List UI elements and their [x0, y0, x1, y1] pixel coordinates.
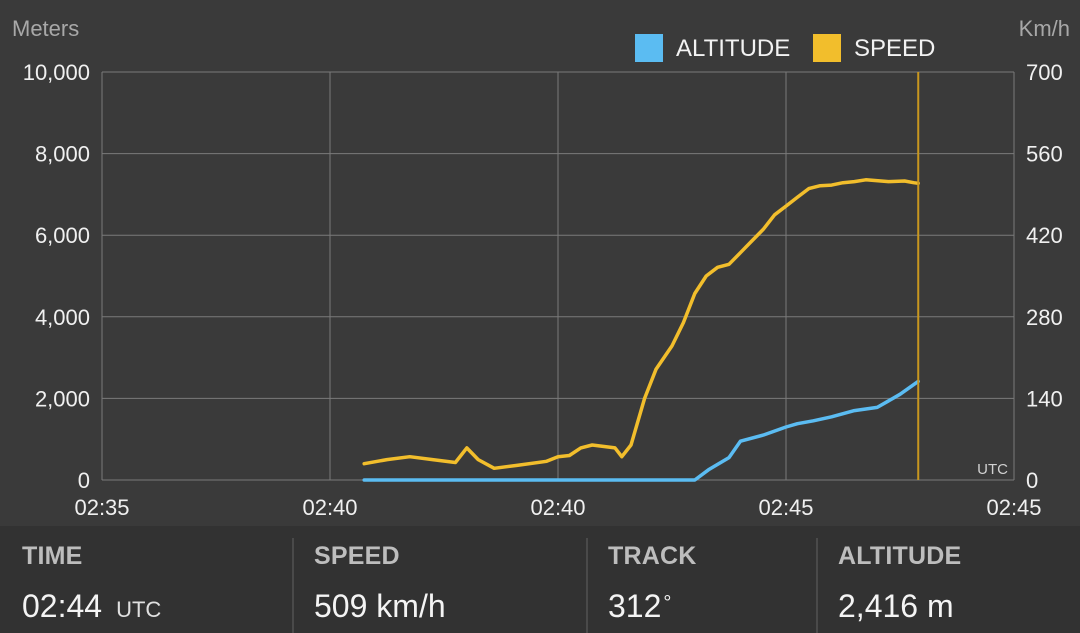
legend-label-altitude: ALTITUDE — [676, 35, 790, 62]
y-left-tick-label: 0 — [78, 468, 90, 493]
info-cell-altitude: ALTITUDE 2,416 m — [816, 526, 1080, 633]
y-right-tick-label: 560 — [1026, 142, 1063, 167]
series-line-speed — [362, 178, 920, 471]
time-value-row: 02:44 UTC — [22, 588, 161, 625]
y-left-tick-label: 6,000 — [35, 223, 90, 248]
legend-swatch-speed — [813, 34, 841, 62]
y-left-tick-label: 8,000 — [35, 142, 90, 167]
left-axis-label: Meters — [12, 16, 79, 41]
time-label: TIME — [22, 542, 83, 570]
track-label: TRACK — [608, 542, 697, 570]
speed-value: 509 km/h — [314, 588, 446, 624]
track-degree-symbol: ° — [663, 592, 672, 614]
x-tick-label: 02:40 — [530, 495, 585, 520]
x-axis-unit-label: UTC — [977, 461, 1008, 478]
y-right-tick-label: 280 — [1026, 305, 1063, 330]
x-tick-label: 02:40 — [302, 495, 357, 520]
y-right-tick-label: 0 — [1026, 468, 1038, 493]
right-axis-label: Km/h — [1019, 16, 1070, 41]
x-tick-label: 02:45 — [758, 495, 813, 520]
y-right-tick-label: 700 — [1026, 60, 1063, 85]
flight-chart[interactable]: 10,000 700 8,000 560 6,000 420 4,000 280 2,000 14… — [0, 0, 1080, 526]
info-cell-time: TIME 02:44 UTC — [0, 526, 292, 633]
y-left-tick-label: 4,000 — [35, 305, 90, 330]
time-suffix: UTC — [116, 597, 162, 622]
legend-swatch-altitude — [635, 34, 663, 62]
altitude-value: 2,416 m — [838, 588, 954, 624]
info-cell-speed: SPEED 509 km/h — [292, 526, 586, 633]
legend-label-speed: SPEED — [854, 35, 935, 62]
y-left-tick-label: 10,000 — [23, 60, 90, 85]
info-bar: TIME 02:44 UTC SPEED 509 km/h TRACK 312 ° … — [0, 526, 1080, 633]
x-tick-label: 02:45 — [986, 495, 1041, 520]
info-cell-track: TRACK 312 ° — [586, 526, 816, 633]
altitude-label: ALTITUDE — [838, 542, 962, 570]
y-right-tick-label: 420 — [1026, 223, 1063, 248]
chart-svg: 10,000 700 8,000 560 6,000 420 4,000 280 2,000 14… — [12, 16, 1070, 520]
speed-label: SPEED — [314, 542, 400, 570]
x-tick-label: 02:35 — [74, 495, 129, 520]
y-right-tick-label: 140 — [1026, 386, 1063, 411]
y-left-tick-label: 2,000 — [35, 386, 90, 411]
track-value-row: 312 ° — [608, 588, 671, 625]
time-value: 02:44 — [22, 588, 103, 624]
track-value: 312 — [608, 588, 662, 624]
series-line-altitude — [362, 379, 920, 482]
